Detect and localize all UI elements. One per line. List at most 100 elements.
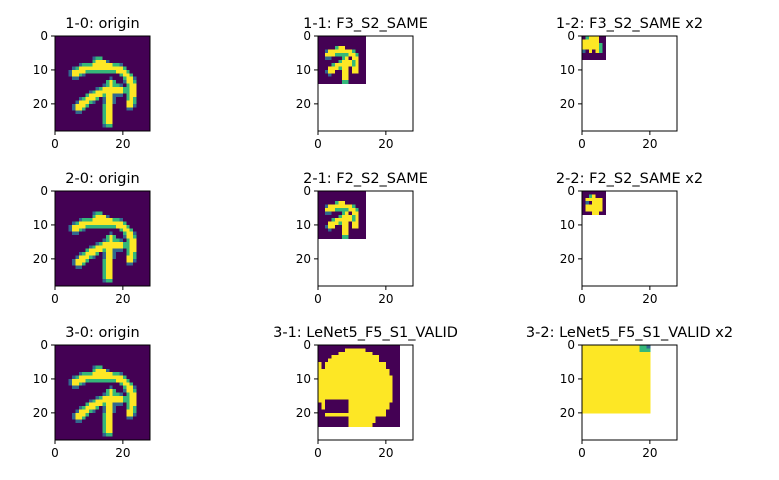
- image-cell: [582, 211, 586, 216]
- image-cell: [639, 399, 644, 404]
- image-cell: [318, 409, 322, 414]
- image-cell: [68, 382, 73, 387]
- image-cell: [82, 248, 86, 253]
- image-cell: [58, 63, 63, 67]
- image-cell: [136, 409, 141, 414]
- image-cell: [126, 103, 131, 108]
- image-cell: [396, 402, 400, 407]
- image-cell: [348, 412, 353, 417]
- image-cell: [345, 361, 349, 366]
- image-cell: [328, 406, 332, 410]
- image-cell: [338, 416, 343, 421]
- image-cell: [122, 238, 127, 243]
- image-cell: [99, 63, 103, 67]
- image-cell: [139, 365, 144, 370]
- image-cell: [129, 416, 134, 421]
- image-cell: [609, 375, 613, 380]
- image-cell: [355, 59, 360, 64]
- image-cell: [65, 429, 69, 434]
- image-cell: [392, 382, 397, 387]
- image-cell: [78, 110, 83, 115]
- image-cell: [146, 272, 151, 277]
- image-cell: [331, 197, 336, 202]
- image-cell: [122, 235, 127, 239]
- image-cell: [95, 117, 100, 122]
- image-cell: [78, 191, 83, 195]
- image-cell: [375, 392, 380, 397]
- image-cell: [341, 66, 346, 71]
- image-cell: [105, 214, 110, 219]
- image-cell: [129, 59, 134, 64]
- image-cell: [632, 395, 637, 400]
- image-cell: [588, 355, 593, 359]
- image-cell: [139, 412, 144, 417]
- y-tick-label: 10: [33, 218, 48, 232]
- image-cell: [75, 127, 80, 132]
- image-cell: [99, 52, 103, 57]
- image-cell: [321, 231, 326, 236]
- image-2-0: [55, 191, 151, 287]
- image-cell: [82, 238, 86, 243]
- image-cell: [95, 207, 100, 212]
- image-cell: [129, 224, 134, 229]
- image-cell: [143, 36, 148, 40]
- image-cell: [85, 194, 90, 199]
- image-cell: [392, 389, 397, 393]
- image-cell: [129, 56, 134, 61]
- image-cell: [318, 345, 322, 349]
- image-cell: [643, 351, 647, 356]
- image-cell: [95, 204, 100, 209]
- image-cell: [116, 39, 120, 44]
- image-cell: [75, 201, 80, 205]
- image-cell: [109, 124, 114, 129]
- image-cell: [334, 46, 339, 50]
- image-cell: [143, 389, 148, 393]
- image-cell: [609, 409, 613, 414]
- image-cell: [92, 191, 97, 195]
- image-cell: [112, 207, 117, 212]
- image-cell: [626, 345, 630, 349]
- image-cell: [324, 355, 329, 359]
- image-cell: [334, 395, 339, 400]
- image-cell: [129, 255, 134, 260]
- image-cell: [109, 245, 114, 250]
- image-cell: [65, 93, 69, 98]
- image-cell: [368, 345, 373, 349]
- image-cell: [95, 372, 100, 376]
- image-cell: [109, 211, 114, 216]
- image-cell: [334, 375, 339, 380]
- image-cell: [619, 406, 624, 410]
- image-cell: [345, 39, 349, 44]
- image-cell: [345, 211, 349, 216]
- image-cell: [355, 385, 360, 390]
- image-cell: [585, 389, 590, 393]
- image-cell: [65, 114, 69, 118]
- image-cell: [99, 197, 103, 202]
- image-cell: [133, 49, 137, 54]
- image-cell: [582, 399, 586, 404]
- image-cell: [112, 110, 117, 115]
- image-cell: [95, 241, 100, 246]
- image-cell: [126, 358, 131, 363]
- image-cell: [61, 275, 66, 280]
- y-tick-label: 10: [560, 63, 575, 77]
- image-cell: [585, 46, 590, 50]
- image-cell: [351, 46, 356, 50]
- image-cell: [615, 372, 620, 376]
- image-cell: [375, 358, 380, 363]
- image-cell: [133, 389, 137, 393]
- image-cell: [95, 97, 100, 101]
- image-cell: [636, 355, 641, 359]
- image-cell: [126, 52, 131, 57]
- image-cell: [602, 207, 607, 212]
- image-cell: [58, 73, 63, 78]
- image-cell: [75, 365, 80, 370]
- image-cell: [331, 358, 336, 363]
- image-cell: [82, 368, 86, 373]
- image-cell: [345, 382, 349, 387]
- image-cell: [585, 345, 590, 349]
- image-cell: [109, 224, 114, 229]
- image-cell: [116, 228, 120, 233]
- image-cell: [385, 395, 390, 400]
